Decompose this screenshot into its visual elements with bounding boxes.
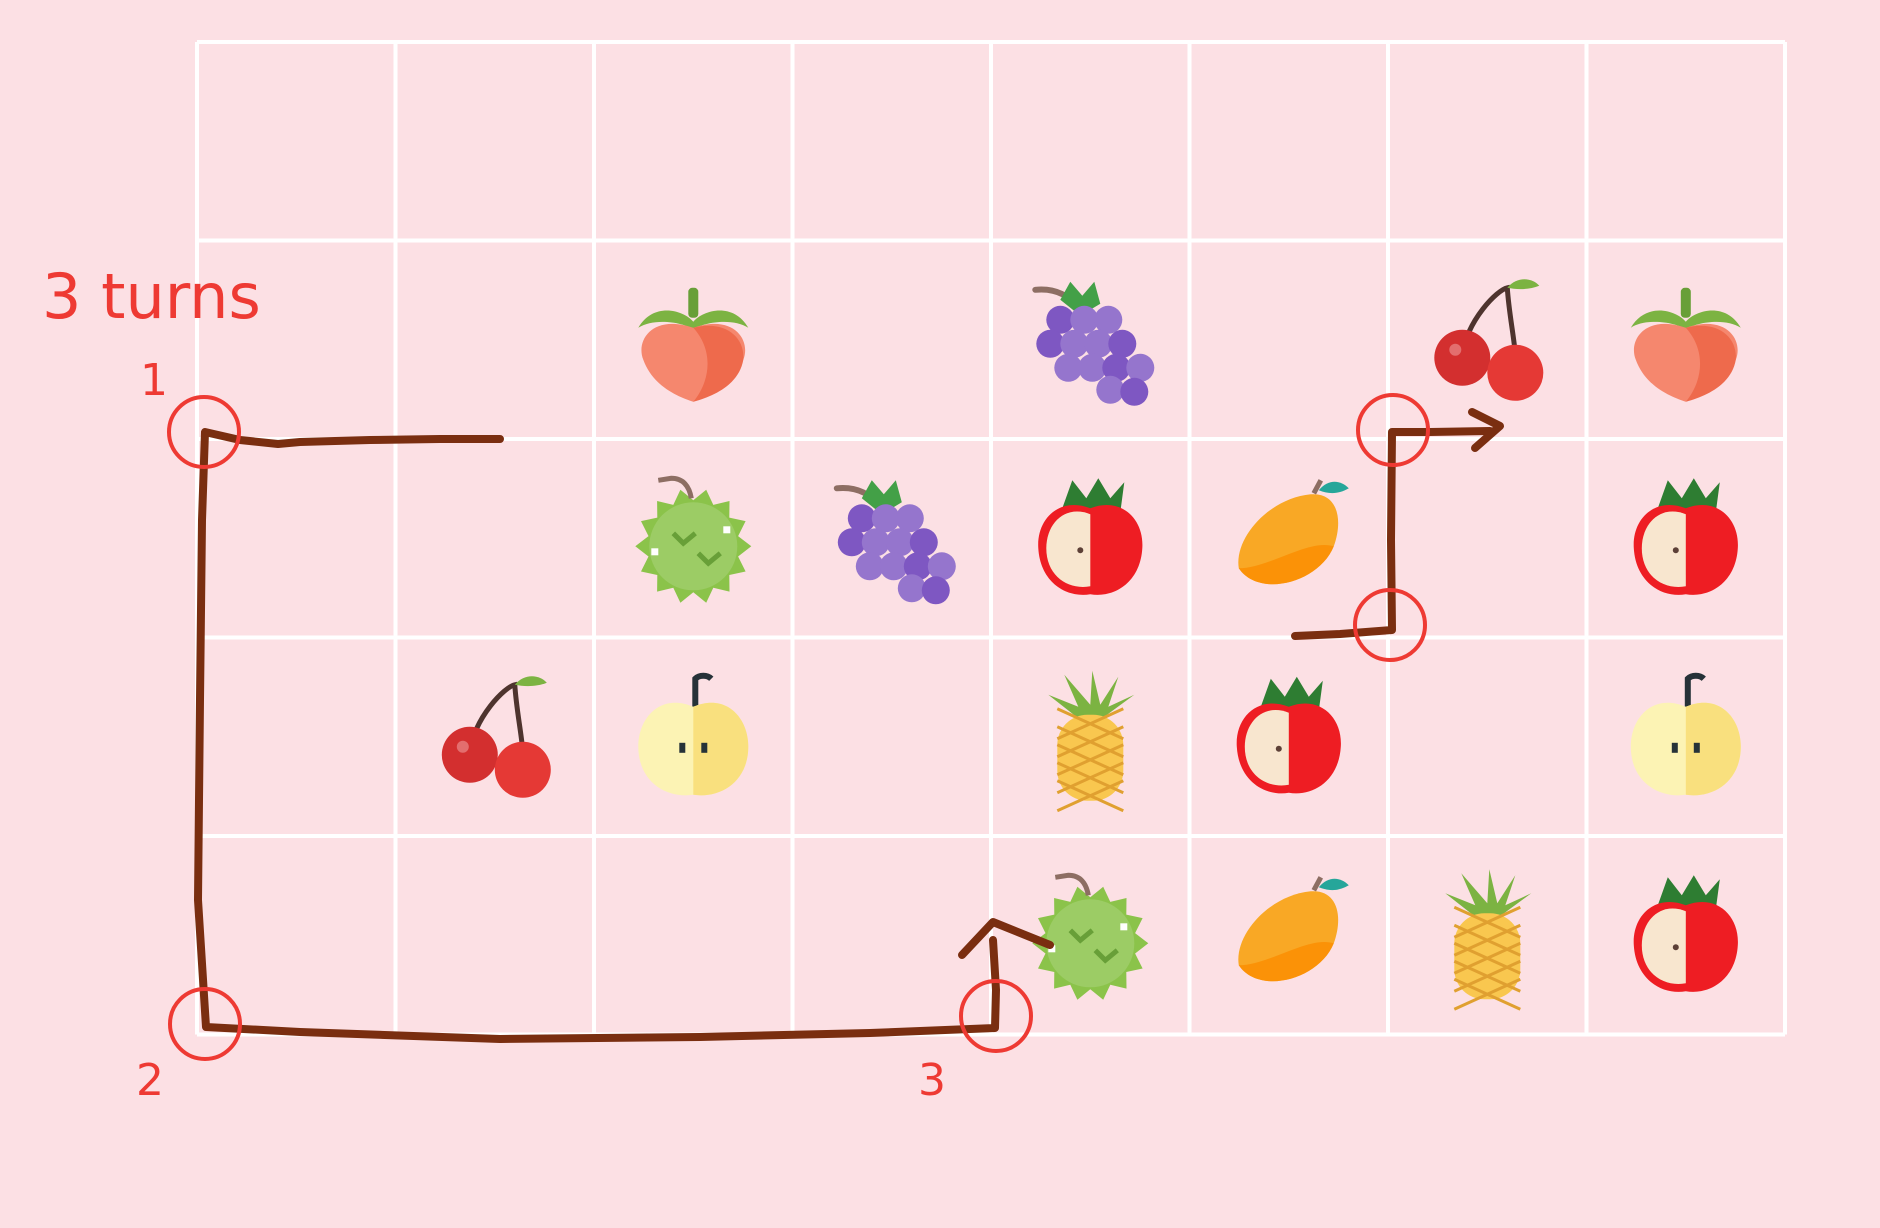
cherry-icon xyxy=(1434,279,1544,401)
durian-icon xyxy=(635,475,752,603)
mango-tile[interactable] xyxy=(1198,845,1379,1026)
mango-icon xyxy=(1238,876,1349,982)
turn-circle xyxy=(1356,393,1430,467)
pineapple-tile[interactable] xyxy=(1000,646,1181,827)
turn-number: 3 xyxy=(918,1055,946,1106)
grapes-icon xyxy=(1032,281,1155,406)
apple-icon xyxy=(1038,478,1143,595)
turn-marker-1: 1 xyxy=(140,355,241,469)
turn-circle xyxy=(959,979,1033,1053)
turn-marker-3: 3 xyxy=(918,979,1033,1106)
turn-number: 2 xyxy=(136,1055,164,1106)
apple-tile[interactable] xyxy=(1000,448,1181,629)
peach-icon xyxy=(1630,287,1741,402)
apple-icon xyxy=(1236,676,1341,794)
grapes-tile[interactable] xyxy=(801,448,982,629)
turn-markers: 1 2 3 xyxy=(136,355,1033,1106)
turn-count-label: 3 turns xyxy=(42,260,261,333)
durian-tile[interactable] xyxy=(603,448,784,629)
apple-icon xyxy=(1633,478,1738,595)
extra-turn-circles xyxy=(1353,393,1430,662)
connection-paths xyxy=(194,408,1504,1043)
peach-tile[interactable] xyxy=(1595,249,1776,430)
mango-tile[interactable] xyxy=(1198,448,1379,629)
pear-tile[interactable] xyxy=(603,646,784,827)
durian-path-arrowhead xyxy=(958,918,1054,959)
tile-layer xyxy=(404,249,1776,1026)
grapes-tile[interactable] xyxy=(1000,249,1181,430)
pear-icon xyxy=(638,672,749,796)
cherry-icon xyxy=(441,676,551,798)
pineapple-icon xyxy=(1445,869,1532,1011)
apple-tile[interactable] xyxy=(1198,646,1379,827)
apple-icon xyxy=(1633,875,1738,992)
apple-path-arrowhead xyxy=(1468,408,1504,452)
pineapple-icon xyxy=(1048,670,1135,813)
durian-connection-path xyxy=(194,428,1000,1043)
apple-tile[interactable] xyxy=(1595,845,1776,1026)
mango-icon xyxy=(1238,479,1349,585)
turn-marker-2: 2 xyxy=(136,987,242,1106)
turn-number: 1 xyxy=(140,355,168,406)
cherry-tile[interactable] xyxy=(404,646,585,827)
turn-circle xyxy=(167,395,241,469)
pear-icon xyxy=(1630,672,1741,796)
durian-icon xyxy=(1032,872,1149,1000)
apple-tile[interactable] xyxy=(1595,448,1776,629)
turn-circle xyxy=(1353,588,1427,662)
turn-circle xyxy=(168,987,242,1061)
apple-connection-path xyxy=(1291,427,1494,640)
grapes-icon xyxy=(833,480,956,605)
peach-icon xyxy=(638,287,749,402)
peach-tile[interactable] xyxy=(603,249,784,430)
cherry-tile[interactable] xyxy=(1397,249,1578,430)
pineapple-tile[interactable] xyxy=(1397,845,1578,1026)
pear-tile[interactable] xyxy=(1595,646,1776,827)
